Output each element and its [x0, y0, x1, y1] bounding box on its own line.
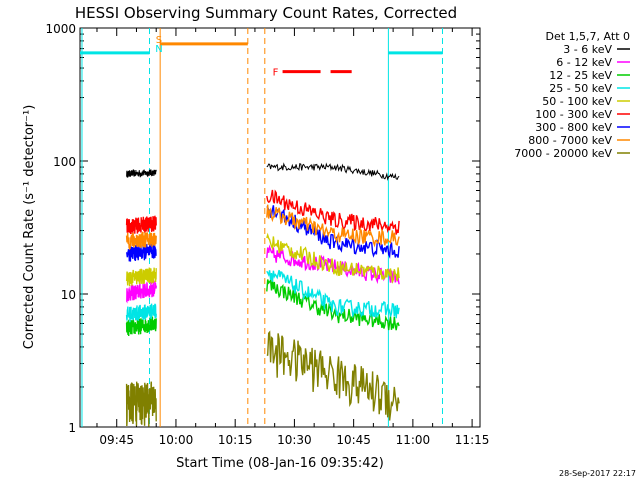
series-line-0-seg2 — [266, 162, 400, 181]
series-line-3-seg2 — [266, 269, 400, 319]
series-line-2-seg1 — [125, 316, 157, 337]
legend-label-5: 100 - 300 keV — [535, 108, 612, 121]
series-line-5-seg1 — [125, 215, 157, 235]
footer-timestamp: 28-Sep-2017 22:17 — [559, 469, 636, 478]
series-line-0-seg1 — [126, 169, 157, 178]
series-line-8-seg1 — [125, 381, 157, 427]
x-axis-label: Start Time (08-Jan-16 09:35:42) — [176, 456, 384, 471]
legend-label-0: 3 - 6 keV — [563, 43, 612, 56]
series-group — [125, 162, 400, 427]
series-line-6-seg1 — [125, 243, 157, 262]
y-tick-label-0: 1 — [68, 421, 76, 435]
x-tick-labels: 09:45 10:00 10:15 10:30 10:45 11:00 11:15 — [99, 433, 489, 447]
y-tick-label-1: 10 — [61, 288, 76, 302]
x-tick-label-3: 10:30 — [277, 433, 312, 447]
axis-ticks — [80, 27, 480, 428]
x-tick-label-0: 09:45 — [99, 433, 134, 447]
y-tick-labels: 1 10 100 1000 — [45, 22, 76, 435]
legend-label-6: 300 - 800 keV — [535, 121, 612, 134]
legend-label-8: 7000 - 20000 keV — [514, 147, 612, 160]
marker-S: S — [156, 35, 162, 46]
series-line-1-seg1 — [126, 280, 157, 304]
series-line-8-seg2 — [266, 330, 400, 421]
series-line-7-seg1 — [125, 231, 157, 251]
marker-F: F — [273, 68, 279, 79]
series-line-4-seg1 — [125, 267, 157, 287]
observing-flags: SN F — [80, 28, 443, 427]
x-tick-label-6: 11:15 — [455, 433, 490, 447]
legend-label-7: 800 - 7000 keV — [528, 134, 612, 147]
y-axis-label: Corrected Count Rate (s⁻¹ detector⁻¹) — [22, 105, 37, 350]
y-tick-label-3: 1000 — [45, 22, 76, 36]
legend-label-2: 12 - 25 keV — [549, 69, 612, 82]
x-tick-label-5: 11:00 — [396, 433, 431, 447]
chart-title: HESSI Observing Summary Count Rates, Cor… — [75, 4, 457, 22]
legend-label-3: 25 - 50 keV — [549, 82, 612, 95]
series-line-5-seg2 — [266, 189, 400, 235]
series-line-1-seg2 — [266, 244, 400, 285]
y-tick-label-2: 100 — [53, 155, 76, 169]
series-line-4-seg2 — [266, 232, 400, 284]
plot-area — [79, 27, 481, 428]
x-tick-label-4: 10:45 — [336, 433, 371, 447]
x-tick-label-1: 10:00 — [159, 433, 194, 447]
series-line-7-seg2 — [266, 204, 400, 248]
legend-label-4: 50 - 100 keV — [542, 95, 612, 108]
legend-label-1: 6 - 12 keV — [556, 56, 612, 69]
legend-title: Det 1,5,7, Att 0 — [546, 30, 630, 43]
x-tick-label-2: 10:15 — [218, 433, 253, 447]
series-line-3-seg1 — [125, 303, 157, 323]
marker-N: N — [155, 44, 162, 55]
